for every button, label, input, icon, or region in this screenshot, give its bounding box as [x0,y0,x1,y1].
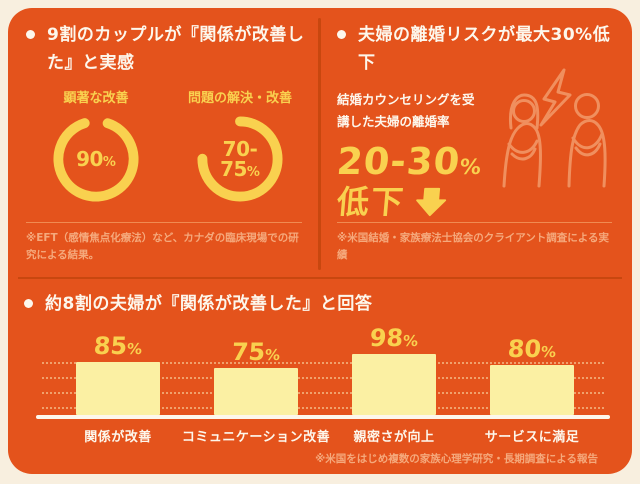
donut-ring-icon [197,116,283,202]
bar-category-label: コミュニケーション改善 [181,429,331,445]
bullet-icon [337,30,346,39]
donut-ring-icon [53,116,139,202]
bar-value-unit: % [126,339,143,358]
stat-number: 20-30 [335,139,463,183]
caption-text: 低下 [335,182,407,221]
donut-row: 顕著な改善 90% 問題の解決・改善 [36,87,306,206]
improvement-footnote: ※EFT（感情焦点化療法）など、カナダの臨床現場での研究による結果。 [26,232,299,261]
gridline [42,361,604,364]
donut-label: 問題の解決・改善 [187,91,292,107]
divorce-stat-block: 結婚カウンセリングを受講した夫婦の離婚率 20-30% 低下 [335,89,515,221]
divorce-heading: 夫婦の離婚リスクが最大30%低下 [358,25,611,73]
bar-labels-row: 関係が改善 コミュニケーション改善 親密さが向上 サービスに満足 [36,426,610,448]
footnote-divider [337,222,612,224]
section-divorce: 夫婦の離婚リスクが最大30%低下 結婚カウンセリングを受講した夫婦の離婚率 20… [321,8,632,277]
stat-unit: % [458,154,483,179]
bar-value-unit: % [540,342,557,361]
bullet-icon [24,299,33,308]
donut-chart-90: 90% [49,112,143,206]
divorce-heading-row: 夫婦の離婚リスクが最大30%低下 [337,22,616,77]
bar-chart-area: 85% 75% 98% 80% [36,323,610,415]
divorce-stat-caption: 低下 [335,182,515,221]
bar-value-number: 85 [92,331,129,360]
bar-category-label: 関係が改善 [84,429,152,445]
survey-heading-row: 約8割の夫婦が『関係が改善した』と回答 [24,291,632,319]
down-arrow-icon [416,187,447,216]
bar-value: 85% [92,331,143,360]
divorce-content: 結婚カウンセリングを受講した夫婦の離婚率 20-30% 低下 [335,68,616,221]
bar-value-number: 80 [506,334,543,363]
bar [214,367,298,415]
bar-value-number: 75 [230,337,267,366]
donut-label: 顕著な改善 [63,91,129,107]
survey-footnote: ※米国をはじめ複数の家族心理学研究・長期調査による報告 [315,452,598,465]
donut-value: 70-75% [210,139,270,179]
gridline [42,376,604,379]
bullet-icon [26,30,35,39]
donut-value: 90% [66,149,126,169]
footnote-divider [26,222,302,224]
bar-value-unit: % [264,345,281,364]
horizontal-divider [18,277,622,279]
bar-value-number: 98 [368,323,405,352]
improvement-heading-row: 9割のカップルが『関係が改善した』と実感 [26,22,306,77]
section-survey: 約8割の夫婦が『関係が改善した』と回答 85% 75% 98% 80% 関係が改善 コミ… [8,279,632,467]
survey-heading: 約8割の夫婦が『関係が改善した』と回答 [45,294,373,314]
donut-chart-70-75: 70-75% [193,112,287,206]
bar [76,361,160,415]
bar-value: 98% [368,323,419,352]
bar-category-label: サービスに満足 [484,429,580,445]
improvement-footnote-block: ※EFT（感情焦点化療法）など、カナダの臨床現場での研究による結果。 [26,222,306,267]
improvement-heading: 9割のカップルが『関係が改善した』と実感 [47,25,305,73]
section-improvement: 9割のカップルが『関係が改善した』と実感 顕著な改善 90% 問題の [8,8,318,277]
divorce-footnote: ※米国結婚・家族療法士協会のクライアント調査による実績 [337,232,609,261]
divorce-footnote-block: ※米国結婚・家族療法士協会のクライアント調査による実績 [337,222,616,267]
gridline [42,406,604,409]
infographic-card: 9割のカップルが『関係が改善した』と実感 顕著な改善 90% 問題の [8,8,632,474]
donut-block-resolution: 問題の解決・改善 70-75% [180,87,300,206]
top-row: 9割のカップルが『関係が改善した』と実感 顕著な改善 90% 問題の [8,8,632,277]
bar-category-label: 親密さが向上 [353,429,435,445]
donut-value-number: 90 [76,147,103,172]
divorce-sub-label: 結婚カウンセリングを受講した夫婦の離婚率 [337,92,475,129]
bar-value: 80% [506,334,557,363]
donut-value-number: 70-75 [220,137,258,182]
bar [352,353,436,415]
donut-block-significant: 顕著な改善 90% [36,87,156,206]
bar-value-unit: % [402,331,419,350]
donut-value-unit: % [102,155,116,171]
donut-value-unit: % [246,165,260,181]
bar-value: 75% [230,337,281,366]
chart-baseline [36,414,610,419]
gridline [42,391,604,394]
arguing-couple-icon [502,68,607,188]
vertical-divider [318,18,321,270]
bar [490,364,574,415]
